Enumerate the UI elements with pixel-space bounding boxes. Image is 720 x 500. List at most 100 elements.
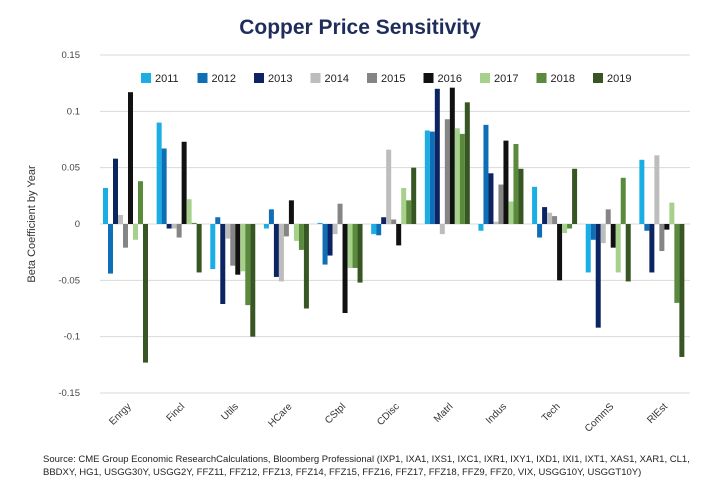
y-tick-label: 0 xyxy=(75,219,80,230)
legend-swatch-2012 xyxy=(197,73,208,83)
bar-hcare-2014 xyxy=(278,224,284,282)
category-label: Tech xyxy=(540,401,563,424)
category-label: Matrl xyxy=(432,401,456,425)
bar-fincl-2017 xyxy=(186,199,192,224)
bar-cdisc-2014 xyxy=(386,149,392,224)
bar-tech-2018 xyxy=(567,224,573,229)
bar-tech-2015 xyxy=(552,216,558,224)
bar-enrgy-2017 xyxy=(133,224,138,240)
legend-label-2018: 2018 xyxy=(551,73,575,85)
legend-label-2017: 2017 xyxy=(494,73,518,85)
legend-label-2013: 2013 xyxy=(268,73,292,85)
bar-cdisc-2013 xyxy=(381,217,387,224)
bar-indus-2011 xyxy=(478,224,484,231)
bar-fincl-2016 xyxy=(181,141,187,224)
bar-comms-2014 xyxy=(600,224,606,244)
legend-label-2015: 2015 xyxy=(381,73,405,85)
bar-tech-2012 xyxy=(537,224,543,238)
bar-cstpl-2012 xyxy=(322,224,328,265)
bar-tech-2013 xyxy=(542,207,548,224)
bar-cdisc-2017 xyxy=(401,187,407,224)
bar-utils-2012 xyxy=(215,217,221,224)
bar-comms-2013 xyxy=(595,224,601,328)
y-tick-label: 0.1 xyxy=(67,106,80,117)
bar-fincl-2018 xyxy=(191,222,197,224)
bar-enrgy-2015 xyxy=(123,224,128,248)
bar-utils-2016 xyxy=(235,224,241,275)
bar-tech-2014 xyxy=(547,212,553,224)
bar-enrgy-2013 xyxy=(113,158,118,224)
bar-cstpl-2016 xyxy=(342,224,348,314)
bar-fincl-2014 xyxy=(171,224,177,229)
bar-fincl-2019 xyxy=(196,224,202,273)
y-tick-label: -0.15 xyxy=(58,388,80,399)
bar-cstpl-2013 xyxy=(327,224,333,256)
bar-matrl-2016 xyxy=(449,87,455,224)
y-tick-label: -0.1 xyxy=(64,332,80,343)
bar-fincl-2015 xyxy=(176,224,182,238)
y-tick-labels: 0.15 0.1 0.05 0 -0.05 -0.1 -0.15 xyxy=(58,50,80,399)
legend-label-2011: 2011 xyxy=(155,73,179,85)
bar-cstpl-2014 xyxy=(332,224,338,235)
bar-utils-2014 xyxy=(225,224,231,239)
bar-matrl-2018 xyxy=(459,133,465,224)
bar-fincl-2012 xyxy=(161,148,167,224)
category-label: CDisc xyxy=(375,401,402,428)
bar-enrgy-2011 xyxy=(103,187,108,224)
bars xyxy=(103,87,685,363)
y-axis-title: Beta Coefficient by Year xyxy=(26,165,38,283)
bar-matrl-2011 xyxy=(424,130,430,224)
bar-utils-2017 xyxy=(240,224,246,272)
legend-swatch-2013 xyxy=(254,73,264,83)
bar-hcare-2012 xyxy=(268,209,274,224)
category-label: CStpl xyxy=(323,401,348,426)
category-labels: Enrgy Fincl Utils HCare CStpl CDisc Matrl Indus… xyxy=(107,401,670,435)
bar-cdisc-2016 xyxy=(396,224,402,246)
chart-title: Copper Price Sensitivity xyxy=(239,16,481,39)
legend-swatch-2018 xyxy=(536,73,547,83)
bar-rlest-2016 xyxy=(664,224,670,230)
bar-indus-2019 xyxy=(518,168,524,224)
bar-cstpl-2017 xyxy=(347,224,353,268)
legend-swatch-2014 xyxy=(310,73,321,83)
bar-comms-2017 xyxy=(615,224,621,273)
bar-utils-2013 xyxy=(220,224,226,304)
bar-cdisc-2015 xyxy=(391,219,397,224)
bar-enrgy-2012 xyxy=(108,224,113,274)
bar-rlest-2017 xyxy=(669,202,675,224)
bar-comms-2011 xyxy=(585,224,591,273)
bar-matrl-2019 xyxy=(464,102,470,224)
bar-indus-2015 xyxy=(498,184,504,224)
category-label: Enrgy xyxy=(107,401,133,427)
y-tick-label: 0.15 xyxy=(62,50,81,61)
bar-matrl-2017 xyxy=(454,128,460,224)
bar-comms-2012 xyxy=(590,224,596,240)
legend-label-2019: 2019 xyxy=(607,73,631,85)
bar-hcare-2013 xyxy=(273,224,279,277)
bar-utils-2011 xyxy=(210,224,216,270)
bar-tech-2011 xyxy=(532,186,538,224)
bar-rlest-2015 xyxy=(659,224,665,252)
bar-indus-2014 xyxy=(493,221,499,224)
bar-enrgy-2014 xyxy=(118,214,123,224)
bar-cdisc-2018 xyxy=(406,200,412,224)
bar-enrgy-2019 xyxy=(143,224,148,363)
bar-rlest-2013 xyxy=(649,224,655,273)
bar-rlest-2019 xyxy=(679,224,685,357)
source-note: Source: CME Group Economic ResearchCalcu… xyxy=(43,454,690,478)
bar-hcare-2017 xyxy=(293,224,299,241)
bar-tech-2017 xyxy=(562,224,568,234)
bar-hcare-2011 xyxy=(263,224,269,229)
legend-swatch-2016 xyxy=(423,73,434,83)
category-label: Fincl xyxy=(165,401,188,424)
bar-cstpl-2015 xyxy=(337,203,343,224)
bar-comms-2016 xyxy=(610,224,616,248)
bar-fincl-2011 xyxy=(156,122,162,224)
bar-indus-2013 xyxy=(488,173,494,224)
category-label: RlEst xyxy=(645,401,670,426)
legend-label-2016: 2016 xyxy=(438,73,462,85)
legend-swatch-2019 xyxy=(593,73,603,83)
bar-matrl-2013 xyxy=(434,88,440,224)
legend-swatch-2011 xyxy=(141,73,151,83)
